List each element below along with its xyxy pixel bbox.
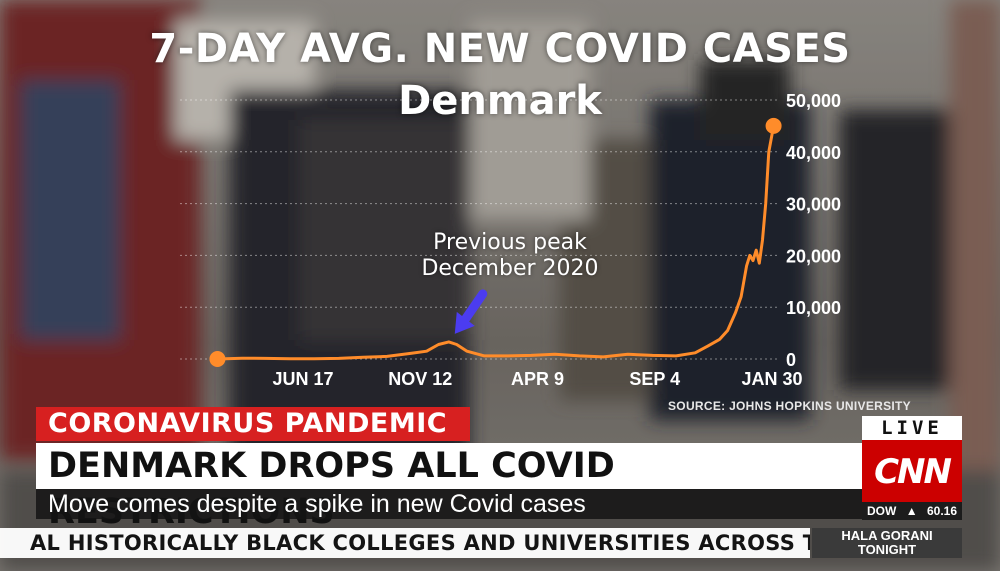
peak-annotation: Previous peak December 2020: [405, 230, 615, 282]
dow-label: DOW: [867, 504, 897, 518]
dow-up-arrow-icon: ▲: [905, 504, 918, 518]
x-tick-label: APR 9: [511, 369, 564, 389]
y-tick-label: 50,000: [786, 91, 841, 111]
cnn-logo-text: CNN: [874, 452, 952, 492]
news-ticker: AL HISTORICALLY BLACK COLLEGES AND UNIVE…: [0, 528, 810, 558]
y-tick-label: 0: [786, 350, 796, 370]
arrow-shaft: [458, 289, 488, 328]
show-name-line2: TONIGHT: [857, 542, 917, 557]
live-badge: LIVE: [862, 416, 962, 440]
peak-annotation-line1: Previous peak: [433, 230, 587, 255]
show-name-badge: HALA GORANI TONIGHT: [812, 528, 962, 558]
dow-value: 60.16: [926, 504, 957, 518]
end-marker: [765, 117, 782, 134]
x-tick-label: JUN 17: [272, 369, 333, 389]
x-tick-label: JAN 30: [741, 369, 802, 389]
topic-banner: CORONAVIRUS PANDEMIC: [36, 407, 470, 441]
chart-title: 7-DAY AVG. NEW COVID CASES: [149, 26, 851, 72]
chart-subtitle: Denmark: [398, 78, 602, 124]
cnn-logo: CNN: [862, 440, 962, 502]
x-tick-label: SEP 4: [629, 369, 680, 389]
x-tick-label: NOV 12: [388, 369, 452, 389]
peak-annotation-line2: December 2020: [421, 256, 599, 281]
y-tick-label: 30,000: [786, 195, 841, 215]
annotation-arrow-icon: [454, 289, 488, 334]
y-tick-label: 40,000: [786, 143, 841, 163]
chart-source: SOURCE: JOHNS HOPKINS UNIVERSITY: [668, 399, 911, 413]
y-tick-label: 10,000: [786, 298, 841, 318]
subheadline-banner: Move comes despite a spike in new Covid …: [36, 489, 870, 519]
headline-banner: DENMARK DROPS ALL COVID RESTRICTIONS: [36, 443, 870, 532]
dow-ticker: DOW ▲ 60.16: [862, 502, 962, 520]
series-line: [215, 124, 776, 361]
start-marker: [209, 351, 226, 367]
show-name-line1: HALA GORANI: [841, 528, 933, 543]
arrow-head: [454, 311, 475, 334]
y-tick-label: 20,000: [786, 246, 841, 266]
